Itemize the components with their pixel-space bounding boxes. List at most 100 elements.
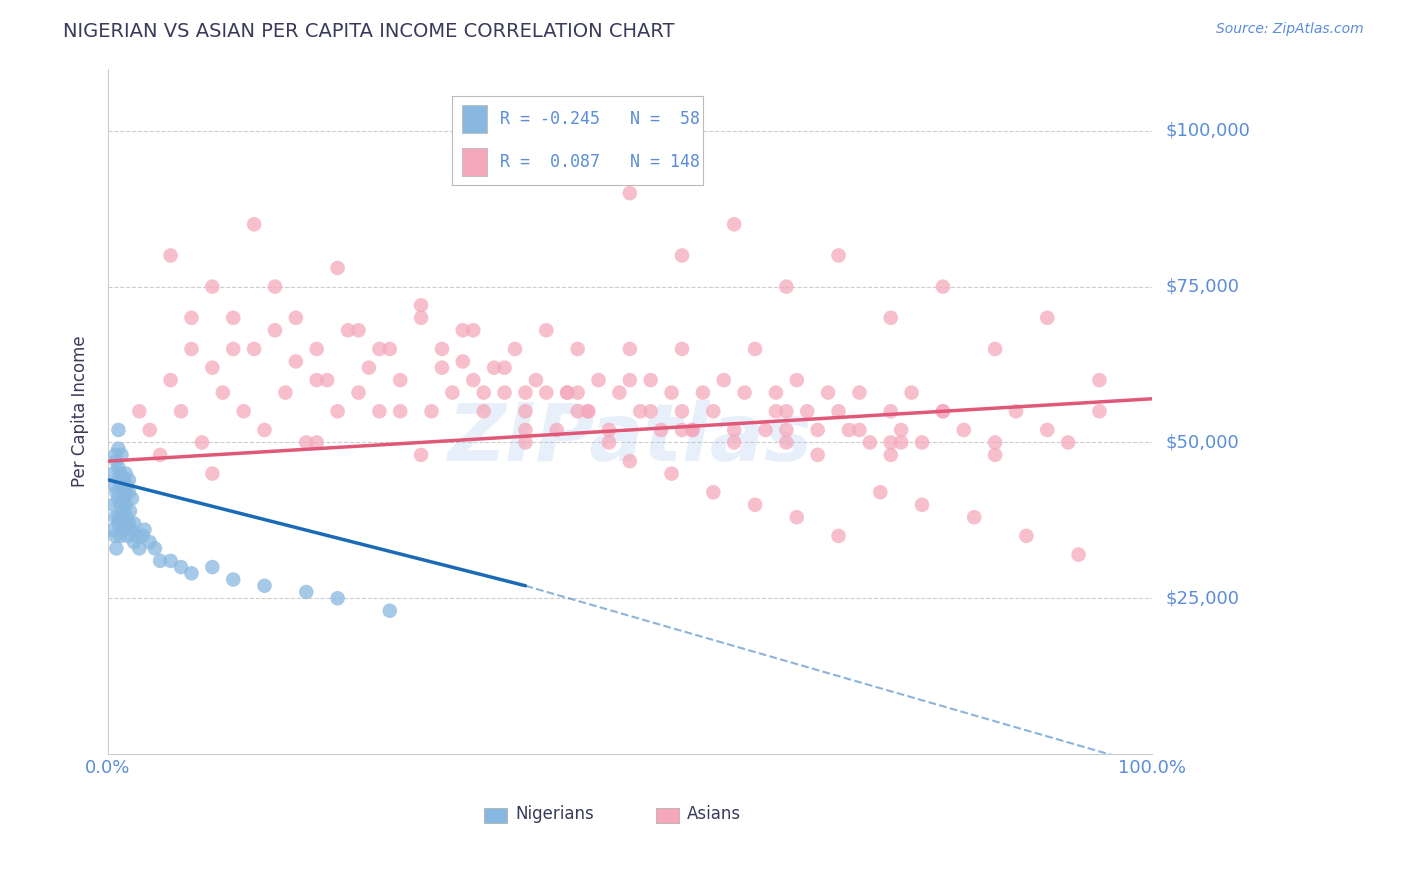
Point <box>211 385 233 400</box>
Point <box>536 385 558 400</box>
Point <box>963 510 986 524</box>
Point <box>619 454 641 468</box>
Point <box>118 473 141 487</box>
Point <box>984 435 1007 450</box>
Point <box>112 491 135 506</box>
Point <box>671 342 693 356</box>
Point <box>114 516 136 531</box>
Point <box>619 342 641 356</box>
Point <box>107 442 129 456</box>
Point <box>880 448 903 462</box>
Point <box>952 423 974 437</box>
Point <box>104 479 127 493</box>
Point <box>503 342 526 356</box>
Point <box>536 323 558 337</box>
Point <box>567 385 589 400</box>
Point <box>110 479 132 493</box>
Point <box>107 491 129 506</box>
Point <box>650 423 672 437</box>
Point <box>681 423 703 437</box>
Point <box>482 360 505 375</box>
Point <box>110 498 132 512</box>
Point <box>222 342 245 356</box>
Point <box>191 435 214 450</box>
Point <box>451 354 474 368</box>
Point <box>131 529 153 543</box>
Point <box>598 423 620 437</box>
Point <box>103 523 125 537</box>
Point <box>112 523 135 537</box>
Point <box>775 279 797 293</box>
Point <box>337 323 360 337</box>
Point <box>754 423 776 437</box>
Point <box>524 373 547 387</box>
Point <box>807 448 830 462</box>
Point <box>103 498 125 512</box>
Point <box>576 404 599 418</box>
Point <box>389 404 412 418</box>
Point <box>159 373 181 387</box>
Point <box>104 510 127 524</box>
Point <box>378 604 401 618</box>
Point <box>744 342 766 356</box>
Point <box>848 423 870 437</box>
Point <box>472 385 495 400</box>
Point <box>880 310 903 325</box>
Point <box>305 435 328 450</box>
Point <box>295 435 318 450</box>
Point <box>859 435 882 450</box>
Point <box>588 373 610 387</box>
Point <box>515 385 537 400</box>
Point <box>661 467 683 481</box>
Point <box>451 323 474 337</box>
Point <box>357 360 380 375</box>
Point <box>555 385 578 400</box>
Point <box>121 491 143 506</box>
Point <box>112 473 135 487</box>
Point <box>671 248 693 262</box>
Point <box>827 404 849 418</box>
Point <box>807 423 830 437</box>
Point <box>305 342 328 356</box>
Point <box>326 260 349 275</box>
Point <box>284 354 307 368</box>
Point <box>567 404 589 418</box>
Point <box>576 404 599 418</box>
Point <box>494 385 516 400</box>
Point <box>1088 373 1111 387</box>
Point <box>368 342 391 356</box>
Point <box>640 373 662 387</box>
Text: ZIPatlas: ZIPatlas <box>447 400 813 478</box>
Point <box>138 423 160 437</box>
Point <box>775 423 797 437</box>
Point <box>118 516 141 531</box>
Point <box>105 454 128 468</box>
Point <box>681 423 703 437</box>
Point <box>880 435 903 450</box>
Point <box>890 423 912 437</box>
Point <box>114 467 136 481</box>
Point <box>138 535 160 549</box>
Point <box>723 423 745 437</box>
Point <box>222 573 245 587</box>
Point <box>661 385 683 400</box>
Point <box>201 467 224 481</box>
Point <box>609 385 631 400</box>
Point <box>671 404 693 418</box>
Point <box>243 217 266 231</box>
Point <box>619 186 641 201</box>
Point <box>1067 548 1090 562</box>
Point <box>118 504 141 518</box>
Point <box>1015 529 1038 543</box>
Point <box>430 360 453 375</box>
Text: NIGERIAN VS ASIAN PER CAPITA INCOME CORRELATION CHART: NIGERIAN VS ASIAN PER CAPITA INCOME CORR… <box>63 22 675 41</box>
FancyBboxPatch shape <box>484 807 506 822</box>
Point <box>295 585 318 599</box>
Point <box>389 373 412 387</box>
Point <box>122 535 145 549</box>
Point <box>104 529 127 543</box>
Point <box>118 485 141 500</box>
Point <box>786 510 808 524</box>
Point <box>128 541 150 556</box>
Point <box>546 423 568 437</box>
